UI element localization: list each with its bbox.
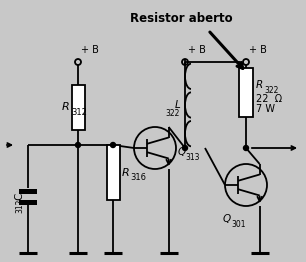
Bar [19, 199, 37, 205]
Text: 7 W: 7 W [256, 105, 275, 114]
Text: + B: + B [81, 45, 99, 55]
Text: L: L [174, 100, 180, 110]
Circle shape [76, 143, 80, 148]
Text: R: R [122, 167, 130, 177]
Text: 312: 312 [15, 198, 24, 213]
Bar [239, 68, 253, 117]
Text: + B: + B [188, 45, 206, 55]
Circle shape [182, 145, 188, 150]
Text: 22  Ω: 22 Ω [256, 94, 282, 103]
Text: Resistor aberto: Resistor aberto [130, 12, 233, 25]
Text: R: R [256, 79, 263, 90]
Bar [106, 145, 120, 200]
Circle shape [244, 145, 248, 150]
Text: 313: 313 [185, 154, 200, 162]
Text: Q: Q [178, 147, 186, 157]
Text: 301: 301 [231, 220, 245, 229]
Text: 322: 322 [264, 86, 278, 95]
Text: + B: + B [249, 45, 267, 55]
Circle shape [110, 143, 115, 148]
Text: Q: Q [223, 214, 231, 224]
Bar [72, 85, 84, 130]
Bar [19, 188, 37, 194]
Text: C: C [14, 193, 24, 200]
Text: 322: 322 [166, 108, 180, 117]
Text: R: R [62, 102, 70, 112]
Text: 316: 316 [130, 173, 146, 182]
Text: 312: 312 [71, 108, 87, 117]
